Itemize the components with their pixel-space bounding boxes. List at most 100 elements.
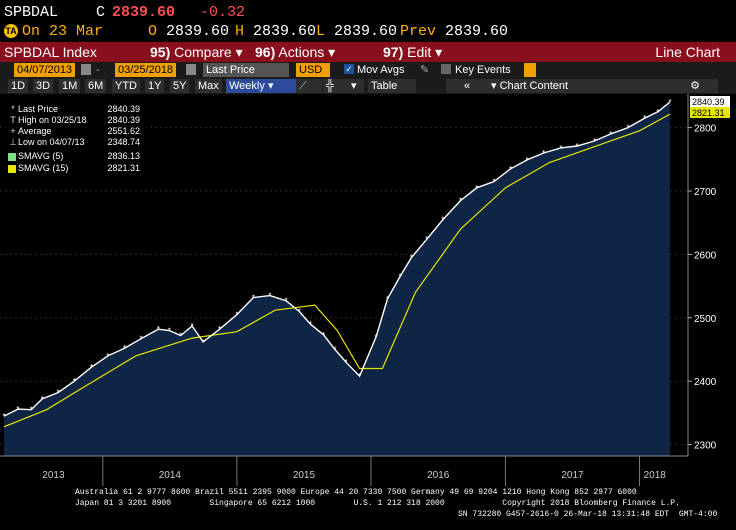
price-point: * — [593, 137, 596, 146]
legend-high: T High on 03/25/18 2840.39 — [10, 115, 140, 125]
quote-header: SPBDAL C 2839.60 -0.32 TA On 23 Mar O 28… — [0, 0, 736, 42]
period-bar: 1D 3D 1M 6M YTD 1Y 5Y Max Weekly ▾ ⟋ ╬ ▾… — [0, 78, 736, 94]
end-date-field[interactable]: 03/25/2018 — [115, 63, 177, 77]
legend-low: ⊥Low on 04/07/13 2348.74 — [9, 137, 140, 147]
price-point: * — [398, 273, 401, 282]
price-point: * — [56, 389, 59, 398]
price-point: * — [358, 372, 361, 381]
ticker-symbol: SPBDAL — [4, 4, 59, 21]
y-tick-label: 2500 — [694, 314, 717, 325]
footer: Australia 61 2 9777 8600 Brazil 5511 239… — [0, 486, 736, 530]
chevron-down-icon: ▾ — [328, 44, 336, 60]
y-tick-label: 2800 — [694, 124, 717, 135]
chevron-down-icon: ▾ — [491, 80, 500, 92]
legend-last-price: * Last Price 2840.39 — [11, 104, 140, 114]
price-point: * — [309, 320, 312, 329]
table-button[interactable]: Table — [368, 79, 416, 93]
field-select[interactable]: Last Price — [203, 63, 289, 77]
legend-smavg15: SMAVG (15) 2821.31 — [8, 163, 144, 174]
previous-close: Prev 2839.60 — [400, 23, 509, 40]
price-point: * — [575, 142, 578, 151]
price-point: * — [475, 184, 478, 193]
price-chart[interactable]: * * * * * * * * * * * * * * * * * * * * * * * * * * * * * * * * * * * * * * * *… — [0, 94, 736, 486]
x-axis-label: 2013 — [42, 470, 65, 481]
price-point: * — [459, 197, 462, 206]
price-point: * — [526, 156, 529, 165]
checkbox-key-events[interactable] — [441, 64, 451, 74]
y-tick-label: 2300 — [694, 441, 717, 452]
price-point: * — [285, 297, 288, 306]
gear-icon[interactable]: ⚙ — [672, 79, 718, 93]
calendar-icon[interactable] — [81, 64, 91, 75]
price-point: * — [268, 292, 271, 301]
line-chart-icon[interactable]: ⟋ — [296, 79, 322, 93]
low-price: L 2839.60 — [316, 23, 398, 40]
x-axis-label: 2016 — [427, 470, 450, 481]
legend-smavg5: SMAVG (5) 2836.13 — [8, 151, 144, 162]
trade-date: On 23 Mar — [22, 23, 104, 40]
security-title: SPBDAL Index — [4, 44, 97, 60]
y-tick-label: 2600 — [694, 250, 717, 261]
crosshair-icon[interactable]: ╬ — [323, 79, 349, 93]
period-1y[interactable]: 1Y — [145, 79, 165, 93]
period-max[interactable]: Max — [195, 79, 222, 93]
period-5y[interactable]: 5Y — [170, 79, 190, 93]
period-1d[interactable]: 1D — [8, 79, 29, 93]
last-price-line — [3, 101, 671, 417]
x-axis-label: 2018 — [644, 470, 667, 481]
legend-average: + Average 2551.62 — [10, 126, 140, 136]
checkbox-mov-avgs[interactable]: ✓ — [344, 64, 354, 74]
price-point: * — [609, 130, 612, 139]
chart-content-button[interactable]: ▾ Chart Content — [488, 79, 674, 93]
high-price: H 2839.60 — [235, 23, 317, 40]
edit-button[interactable]: 97) Edit ▾ — [383, 44, 443, 60]
pencil-icon[interactable]: ✎ — [420, 64, 430, 76]
chart-legend: * Last Price 2840.39 T High on 03/25/18 2840… — [6, 103, 146, 177]
price-point: * — [235, 311, 238, 320]
price-point: * — [73, 377, 76, 386]
price-point: * — [410, 254, 413, 263]
frequency-select[interactable]: Weekly ▾ — [226, 79, 296, 93]
price-point: * — [627, 124, 630, 133]
price-point: * — [16, 405, 19, 414]
price-point: * — [30, 406, 33, 415]
last-price-tag-label: 2840.39 — [692, 97, 725, 107]
price-point: * — [191, 322, 194, 331]
chart-type-title: Line Chart — [655, 44, 720, 60]
chevron-down-icon: ▾ — [235, 44, 243, 60]
period-1m[interactable]: 1M — [59, 79, 81, 93]
price-point: * — [218, 325, 221, 334]
price-point: * — [559, 144, 562, 153]
price-point: * — [425, 235, 428, 244]
period-6m[interactable]: 6M — [85, 79, 107, 93]
price-point: * — [179, 332, 182, 341]
x-axis-label: 2015 — [293, 470, 316, 481]
price-point: * — [252, 294, 255, 303]
price-point: * — [509, 165, 512, 174]
price-point: * — [386, 295, 389, 304]
price-point: * — [656, 108, 659, 117]
sma15-line — [3, 113, 671, 428]
y-tick-label: 2700 — [694, 187, 717, 198]
date-separator: - — [96, 64, 100, 76]
period-3d[interactable]: 3D — [33, 79, 54, 93]
currency-select[interactable]: USD — [296, 63, 330, 77]
collapse-left-icon[interactable]: « — [446, 79, 488, 93]
sma15-tag-label: 2821.31 — [692, 108, 725, 118]
key-events-toggle[interactable] — [524, 63, 536, 77]
compare-button[interactable]: 95) Compare ▾ — [150, 44, 243, 60]
period-ytd[interactable]: YTD — [112, 79, 140, 93]
price-point: * — [106, 352, 109, 361]
price-point: * — [2, 412, 5, 421]
chevron-down-icon[interactable]: ▾ — [348, 79, 364, 93]
start-date-field[interactable]: 04/07/2013 — [14, 63, 76, 77]
x-axis-label: 2017 — [561, 470, 584, 481]
footer-contacts: Australia 61 2 9777 8600 Brazil 5511 239… — [75, 488, 637, 497]
price-point: * — [41, 395, 44, 404]
price-point: * — [643, 114, 646, 123]
swatch-smavg5 — [8, 152, 16, 161]
actions-button[interactable]: 96) Actions ▾ — [255, 44, 336, 60]
chevron-down-icon: ▾ — [267, 80, 274, 92]
chevron-down-icon: ▾ — [435, 44, 443, 60]
calendar-icon[interactable] — [186, 64, 196, 75]
